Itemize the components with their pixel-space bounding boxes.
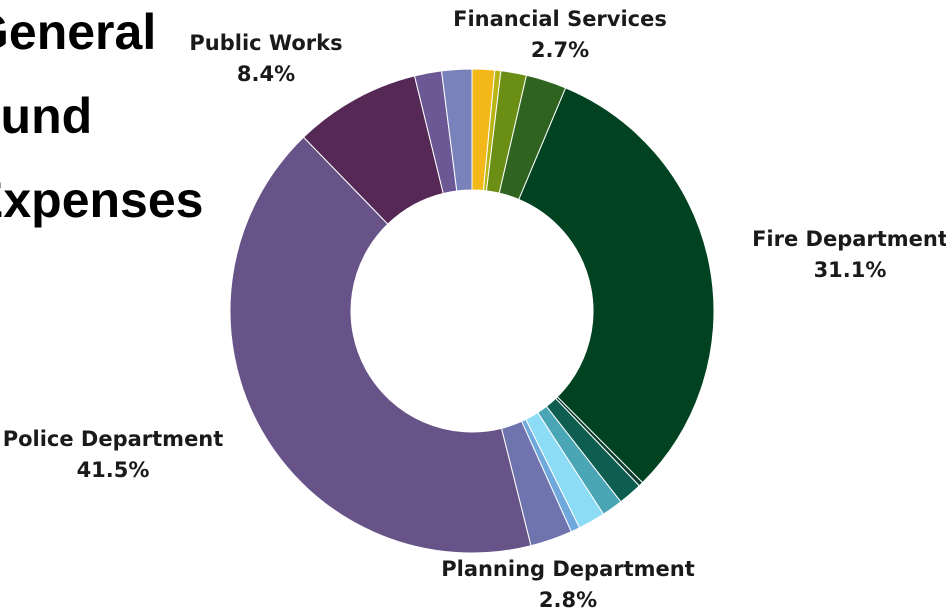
donut-slice-police (229, 136, 532, 554)
label-planning-department: Planning Department 2.8% (441, 554, 695, 616)
label-financial-services-pct: 2.7% (530, 38, 590, 62)
label-financial-services-name: Financial Services (453, 7, 667, 31)
label-public-works-name: Public Works (189, 31, 343, 55)
label-planning-department-pct: 2.8% (538, 588, 598, 612)
label-financial-services: Financial Services 2.7% (453, 4, 667, 66)
title-line-1: General (0, 4, 157, 60)
label-police-department-name: Police Department (2, 427, 224, 451)
donut-slice-s15 (440, 68, 473, 192)
label-police-department-pct: 41.5% (76, 458, 150, 482)
label-fire-department: Fire Department 31.1% (752, 224, 946, 286)
label-police-department: Police Department 41.5% (3, 424, 224, 486)
title-line-2: Fund (0, 88, 93, 144)
donut-slice-fire (518, 87, 715, 484)
label-public-works: Public Works 8.4% (189, 28, 342, 90)
chart-title: General Fund Expenses (0, 0, 230, 242)
label-planning-department-name: Planning Department (441, 557, 695, 581)
title-line-3: Expenses (0, 172, 204, 228)
label-public-works-pct: 8.4% (236, 62, 296, 86)
label-fire-department-name: Fire Department (752, 227, 946, 251)
label-fire-department-pct: 31.1% (813, 258, 887, 282)
